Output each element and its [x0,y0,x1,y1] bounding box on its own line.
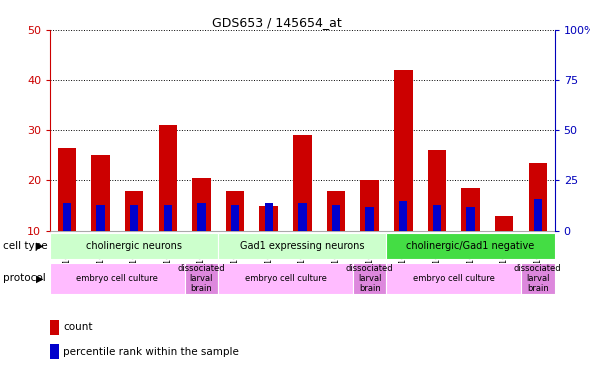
Bar [461,188,480,281]
Text: count: count [63,322,93,332]
Text: dissociated
larval
brain: dissociated larval brain [178,264,225,293]
Bar [197,202,206,281]
Bar [332,204,340,281]
Bar [50,262,185,294]
Bar [386,233,555,259]
Bar [533,198,542,281]
Bar [394,70,412,281]
Text: ▶: ▶ [35,241,43,251]
Bar [159,125,177,281]
Text: embryo cell culture: embryo cell culture [413,274,494,283]
Bar [163,204,172,281]
Bar [91,155,110,281]
Bar [130,204,139,281]
Bar [192,178,211,281]
Bar [529,163,547,281]
Bar [58,148,76,281]
Bar [293,135,312,281]
Text: percentile rank within the sample: percentile rank within the sample [63,346,239,357]
Bar [521,262,555,294]
Text: cholinergic neurons: cholinergic neurons [86,241,182,251]
Bar [495,216,513,281]
Bar [298,202,307,281]
Bar [226,190,244,281]
Text: cell type: cell type [3,241,48,251]
Bar [96,204,105,281]
Text: ▶: ▶ [35,273,43,284]
Bar [218,262,353,294]
Bar [432,204,441,281]
Bar [231,204,240,281]
Bar [264,202,273,281]
Bar [50,233,218,259]
Bar [50,320,59,334]
Bar [50,344,59,359]
Bar [365,207,374,281]
Text: protocol: protocol [3,273,45,284]
Text: dissociated
larval
brain: dissociated larval brain [346,264,394,293]
Bar [399,201,408,281]
Bar [500,231,509,281]
Bar [63,202,71,281]
Bar [125,190,143,281]
Text: embryo cell culture: embryo cell culture [77,274,158,283]
Text: dissociated
larval
brain: dissociated larval brain [514,264,562,293]
Bar [260,206,278,281]
Bar [428,150,446,281]
Text: cholinergic/Gad1 negative: cholinergic/Gad1 negative [407,241,535,251]
Bar [353,262,386,294]
Title: GDS653 / 145654_at: GDS653 / 145654_at [212,16,342,29]
Bar [218,233,386,259]
Text: embryo cell culture: embryo cell culture [245,274,326,283]
Bar [386,262,521,294]
Bar [466,207,475,281]
Bar [327,190,345,281]
Bar [185,262,218,294]
Text: Gad1 expressing neurons: Gad1 expressing neurons [240,241,365,251]
Bar [360,180,379,281]
